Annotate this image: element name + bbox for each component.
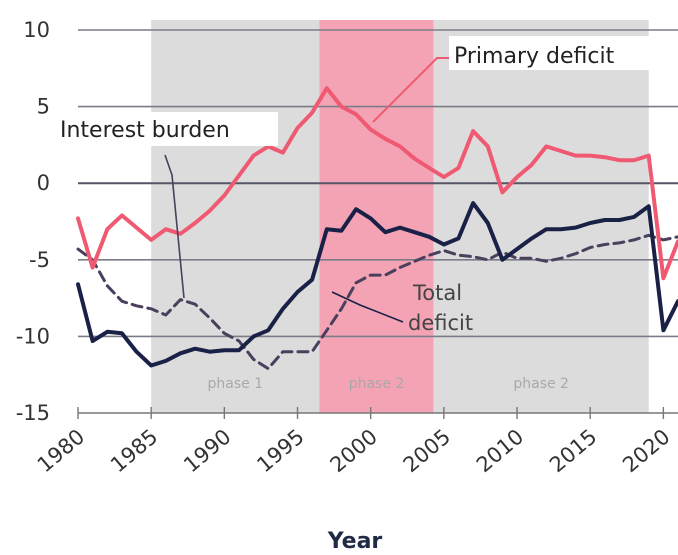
phase-label-3: phase 2 xyxy=(513,376,569,392)
x-tick-label: 2000 xyxy=(326,424,382,477)
annotation-primary-leader xyxy=(372,57,449,123)
x-tick-label: 2005 xyxy=(399,424,455,477)
x-tick-label: 1990 xyxy=(179,424,235,477)
y-tick-label: -5 xyxy=(29,248,50,272)
annotation-interest-bg xyxy=(56,112,278,146)
y-axis-ticks: 10 5 0 -5 -10 -15 xyxy=(16,18,50,425)
y-tick-label: 10 xyxy=(23,18,50,42)
annotation-total-line1: Total xyxy=(412,281,462,305)
y-tick-label: 5 xyxy=(37,95,50,119)
phase-label-1: phase 1 xyxy=(208,376,264,392)
phase-label-2: phase 2 xyxy=(349,376,405,392)
grid-lines xyxy=(78,29,678,414)
annotation-interest-leader xyxy=(164,154,185,299)
annotation-interest-burden: Interest burden xyxy=(60,118,230,143)
x-axis-ticks: 1980 1985 1990 1995 2000 2005 2010 2015 2020 xyxy=(33,407,675,477)
y-tick-label: 0 xyxy=(37,171,50,195)
shaded-periods: phase 1 phase 2 phase 2 xyxy=(151,20,649,413)
x-tick-label: 1995 xyxy=(252,424,308,477)
y-tick-label: -10 xyxy=(16,324,50,348)
series-line-total-deficit xyxy=(76,201,678,368)
annotation-total-leader xyxy=(331,291,404,323)
x-tick-label: 2010 xyxy=(472,424,528,477)
x-tick-label: 2015 xyxy=(545,424,601,477)
annotations: Primary deficit Interest burden Total defic… xyxy=(56,36,657,335)
series-line-interest-burden xyxy=(76,233,678,371)
shaded-period-1 xyxy=(151,20,320,413)
x-axis-label: Year xyxy=(327,529,383,554)
x-tick-label: 1985 xyxy=(106,424,162,477)
shaded-period-2 xyxy=(319,20,434,413)
x-tick-label: 1980 xyxy=(33,424,89,477)
annotation-primary-deficit: Primary deficit xyxy=(454,44,615,69)
annotation-total-line2: deficit xyxy=(408,311,473,335)
y-tick-label: -15 xyxy=(16,401,50,425)
x-tick-label: 2020 xyxy=(618,424,674,477)
annotation-primary-bg xyxy=(449,36,657,70)
